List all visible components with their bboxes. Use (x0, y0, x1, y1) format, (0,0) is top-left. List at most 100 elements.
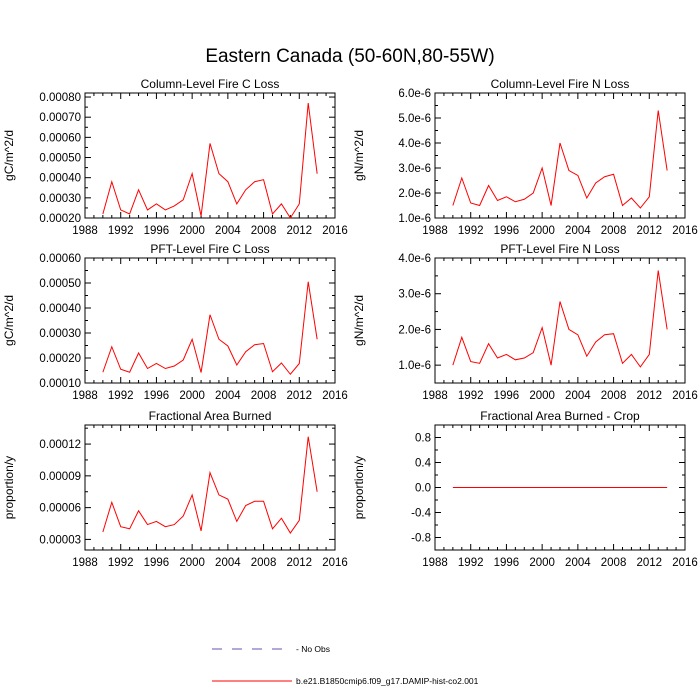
x-tick-label: 2016 (322, 390, 348, 402)
y-tick-label: 0.00012 (39, 439, 81, 451)
chart-panel: Column-Level Fire C Loss gC/m^2/d 1988 1992… (2, 77, 348, 237)
y-tick-label: 0.00020 (39, 213, 81, 225)
x-tick-label: 1992 (108, 557, 134, 569)
y-tick-label: 0.00020 (39, 353, 81, 365)
panel-title: Fractional Area Burned (149, 409, 272, 423)
legend-label-model: b.e21.B1850cmip6.f09_g17.DAMIP-hist-co2.… (296, 676, 479, 686)
x-tick-label: 1992 (108, 225, 134, 237)
y-tick-label: 0.00050 (39, 278, 81, 290)
x-tick-label: 1988 (422, 390, 448, 402)
x-tick-label: 2008 (251, 390, 277, 402)
y-tick-label: -0.8 (411, 533, 431, 545)
x-tick-label: 2008 (601, 390, 627, 402)
series-line (452, 110, 668, 209)
y-axis-label: gN/m^2/d (352, 295, 366, 346)
x-tick-label: 1996 (494, 557, 520, 569)
legend: - No Obs b.e21.B1850cmip6.f09_g17.DAMIP-… (212, 644, 479, 686)
series-line (102, 281, 318, 376)
x-tick-label: 2016 (672, 390, 698, 402)
y-tick-label: 0.00010 (39, 378, 81, 390)
y-tick-label: 1.0e-6 (398, 360, 431, 372)
y-tick-label: 0.00030 (39, 328, 81, 340)
y-tick-label: 6.0e-6 (398, 88, 431, 100)
x-tick-label: 2004 (215, 225, 241, 237)
x-tick-label: 1996 (144, 225, 170, 237)
x-tick-label: 1988 (72, 557, 98, 569)
x-tick-label: 2008 (601, 225, 627, 237)
panel-title: Fractional Area Burned - Crop (480, 409, 640, 423)
y-axis-label: proportion/y (2, 456, 16, 519)
y-tick-label: 5.0e-6 (398, 113, 431, 125)
x-tick-label: 2000 (179, 557, 205, 569)
x-tick-label: 2012 (636, 390, 662, 402)
x-tick-label: 2000 (179, 390, 205, 402)
y-tick-label: 0.8 (415, 433, 431, 445)
x-tick-label: 2016 (322, 557, 348, 569)
y-tick-label: 0.00003 (39, 534, 81, 546)
x-tick-label: 1992 (108, 390, 134, 402)
y-tick-label: 2.0e-6 (398, 188, 431, 200)
y-tick-label: 3.0e-6 (398, 163, 431, 175)
x-tick-label: 2012 (636, 225, 662, 237)
chart-panel: Column-Level Fire N Loss gN/m^2/d 1988 1992… (352, 77, 698, 237)
panel-title: Column-Level Fire N Loss (491, 77, 630, 91)
y-tick-label: 0.00060 (39, 253, 81, 265)
x-tick-label: 2008 (251, 225, 277, 237)
series-line (102, 436, 318, 534)
y-axis-label: gC/m^2/d (2, 295, 16, 346)
x-tick-label: 1996 (494, 390, 520, 402)
x-tick-label: 2016 (672, 557, 698, 569)
y-tick-label: 0.00030 (39, 193, 81, 205)
x-tick-label: 2000 (529, 390, 555, 402)
y-tick-label: 0.4 (415, 458, 432, 470)
x-tick-label: 2004 (215, 390, 241, 402)
x-tick-label: 1988 (422, 225, 448, 237)
x-tick-label: 2012 (286, 390, 312, 402)
y-tick-label: 0.00040 (39, 303, 81, 315)
chart-panel: PFT-Level Fire C Loss gC/m^2/d 1988 1992 199… (2, 242, 348, 402)
x-tick-label: 1988 (72, 225, 98, 237)
y-tick-label: 0.00060 (39, 132, 81, 144)
chart-panel: Fractional Area Burned proportion/y 1988 19… (2, 409, 348, 569)
x-tick-label: 2000 (179, 225, 205, 237)
y-tick-label: 0.00070 (39, 112, 81, 124)
x-tick-label: 2012 (286, 225, 312, 237)
x-tick-label: 1988 (422, 557, 448, 569)
panels: Column-Level Fire C Loss gC/m^2/d 1988 1992… (2, 77, 698, 569)
series-line (102, 103, 318, 219)
x-tick-label: 2004 (215, 557, 241, 569)
x-tick-label: 1996 (144, 390, 170, 402)
y-tick-label: 0.00006 (39, 503, 81, 515)
x-tick-label: 2008 (601, 557, 627, 569)
x-tick-label: 2008 (251, 557, 277, 569)
x-tick-label: 2012 (286, 557, 312, 569)
x-tick-label: 1996 (144, 557, 170, 569)
y-tick-label: 4.0e-6 (398, 138, 431, 150)
y-tick-label: 1.0e-6 (398, 213, 431, 225)
panel-title: Column-Level Fire C Loss (141, 77, 280, 91)
x-tick-label: 1996 (494, 225, 520, 237)
x-tick-label: 2016 (322, 225, 348, 237)
x-tick-label: 1992 (458, 390, 484, 402)
chart-panel: PFT-Level Fire N Loss gN/m^2/d 1988 1992 199… (352, 242, 698, 402)
y-tick-label: 3.0e-6 (398, 289, 431, 301)
figure-title: Eastern Canada (50-60N,80-55W) (205, 46, 494, 67)
y-axis-label: proportion/y (352, 456, 366, 519)
y-tick-label: 0.0 (415, 483, 431, 495)
y-axis-label: gN/m^2/d (352, 130, 366, 181)
legend-label-no-obs: - No Obs (296, 644, 330, 654)
y-tick-label: 4.0e-6 (398, 253, 431, 265)
x-tick-label: 2004 (565, 557, 591, 569)
y-tick-label: 0.00080 (39, 92, 81, 104)
panel-title: PFT-Level Fire N Loss (500, 242, 619, 256)
x-tick-label: 2004 (565, 225, 591, 237)
x-tick-label: 2012 (636, 557, 662, 569)
panel-title: PFT-Level Fire C Loss (150, 242, 269, 256)
y-tick-label: 0.00009 (39, 471, 81, 483)
chart-panel: Fractional Area Burned - Crop proportion/… (352, 409, 698, 569)
y-tick-label: 2.0e-6 (398, 324, 431, 336)
y-tick-label: -0.4 (411, 508, 431, 520)
x-tick-label: 1992 (458, 225, 484, 237)
